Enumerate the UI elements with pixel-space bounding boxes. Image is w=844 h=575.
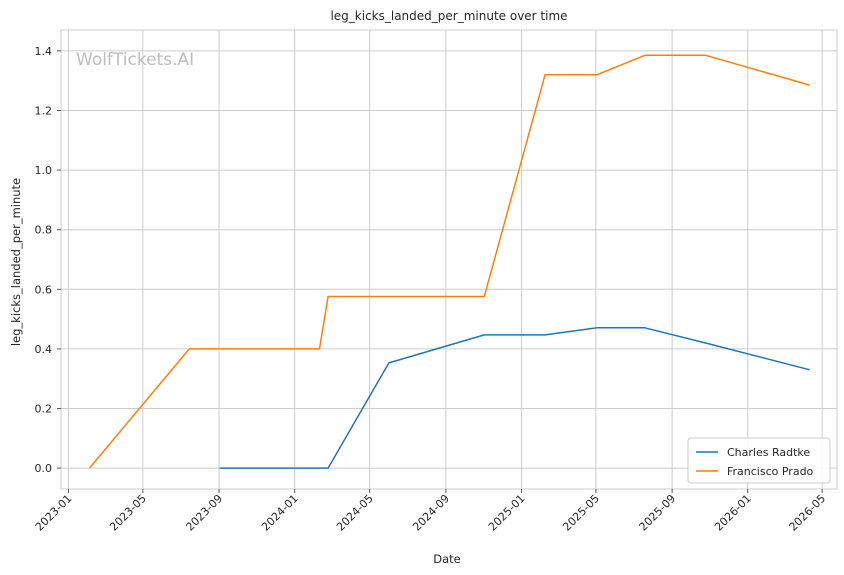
plot-background — [61, 30, 837, 489]
legend: Charles Radtke Francisco Prado — [687, 437, 831, 484]
y-axis: 0.0 0.2 0.4 0.6 0.8 1.0 1.2 1.4 — [35, 45, 61, 475]
x-tick-label: 2023-09 — [183, 492, 225, 534]
chart-title: leg_kicks_landed_per_minute over time — [330, 9, 567, 23]
y-tick-label: 0.4 — [35, 343, 53, 356]
y-tick-label: 0.2 — [35, 403, 53, 416]
x-tick-label: 2025-01 — [486, 492, 528, 534]
x-axis-title: Date — [433, 552, 461, 566]
x-tick-label: 2026-05 — [787, 492, 829, 534]
y-tick-label: 0.0 — [35, 462, 53, 475]
grid — [61, 30, 837, 489]
series-layer — [88, 54, 810, 469]
legend-label-francisco-prado: Francisco Prado — [727, 465, 814, 478]
plot-frame — [60, 29, 838, 490]
y-tick-label: 0.8 — [35, 224, 53, 237]
x-tick-label: 2025-05 — [560, 492, 602, 534]
legend-label-charles-radtke: Charles Radtke — [727, 446, 810, 459]
y-tick-label: 1.0 — [35, 164, 53, 177]
series-line-francisco-prado — [88, 54, 810, 469]
legend-box — [687, 437, 831, 484]
x-tick-label: 2025-09 — [637, 492, 679, 534]
y-axis-title: leg_kicks_landed_per_minute — [9, 178, 23, 346]
x-tick-label: 2024-09 — [410, 492, 452, 534]
x-tick-label: 2026-01 — [712, 492, 754, 534]
watermark: WolfTickets.AI — [76, 50, 194, 70]
x-tick-label: 2023-01 — [33, 492, 75, 534]
y-tick-label: 0.6 — [35, 283, 53, 296]
x-tick-label: 2024-01 — [259, 492, 301, 534]
x-tick-label: 2023-05 — [107, 492, 149, 534]
y-tick-label: 1.4 — [35, 45, 53, 58]
series-line-charles-radtke — [219, 327, 810, 469]
y-tick-label: 1.2 — [35, 104, 53, 117]
x-tick-label: 2024-05 — [334, 492, 376, 534]
x-axis: 2023-01 2023-05 2023-09 2024-01 2024-05 2024-… — [33, 489, 828, 534]
